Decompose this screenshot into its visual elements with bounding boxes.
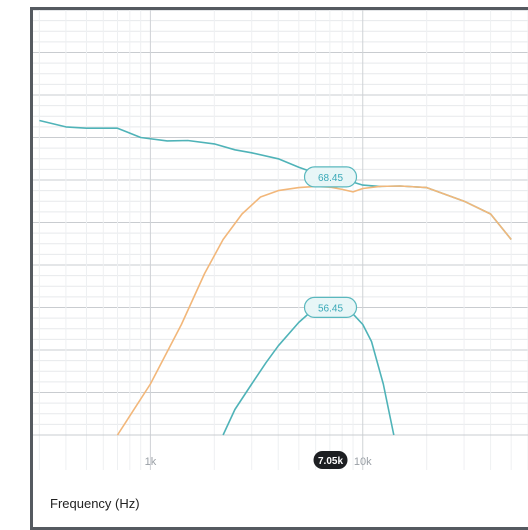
x-tick-label: 1k: [145, 456, 157, 468]
x-axis-title: Frequency (Hz): [50, 496, 140, 511]
value-labels-layer: 68.45 56.45: [303, 166, 358, 318]
value-label-text: 68.45: [318, 173, 343, 184]
value-label-box: [303, 296, 358, 318]
value-label-text: 56.45: [318, 303, 343, 314]
x-axis: 1k 10k 7.05k: [145, 451, 372, 469]
x-tick-label: 10k: [354, 456, 372, 468]
chart-border: [30, 7, 528, 530]
value-label-box: [303, 166, 358, 188]
grid: [33, 9, 528, 470]
value-label-3: 56.45: [303, 296, 358, 318]
cursor-badge-text: 7.05k: [318, 456, 343, 467]
cursor-frequency-badge: 7.05k: [313, 451, 348, 469]
cursor-badge-bg: [313, 451, 348, 469]
value-label-1: 68.45: [303, 166, 358, 188]
